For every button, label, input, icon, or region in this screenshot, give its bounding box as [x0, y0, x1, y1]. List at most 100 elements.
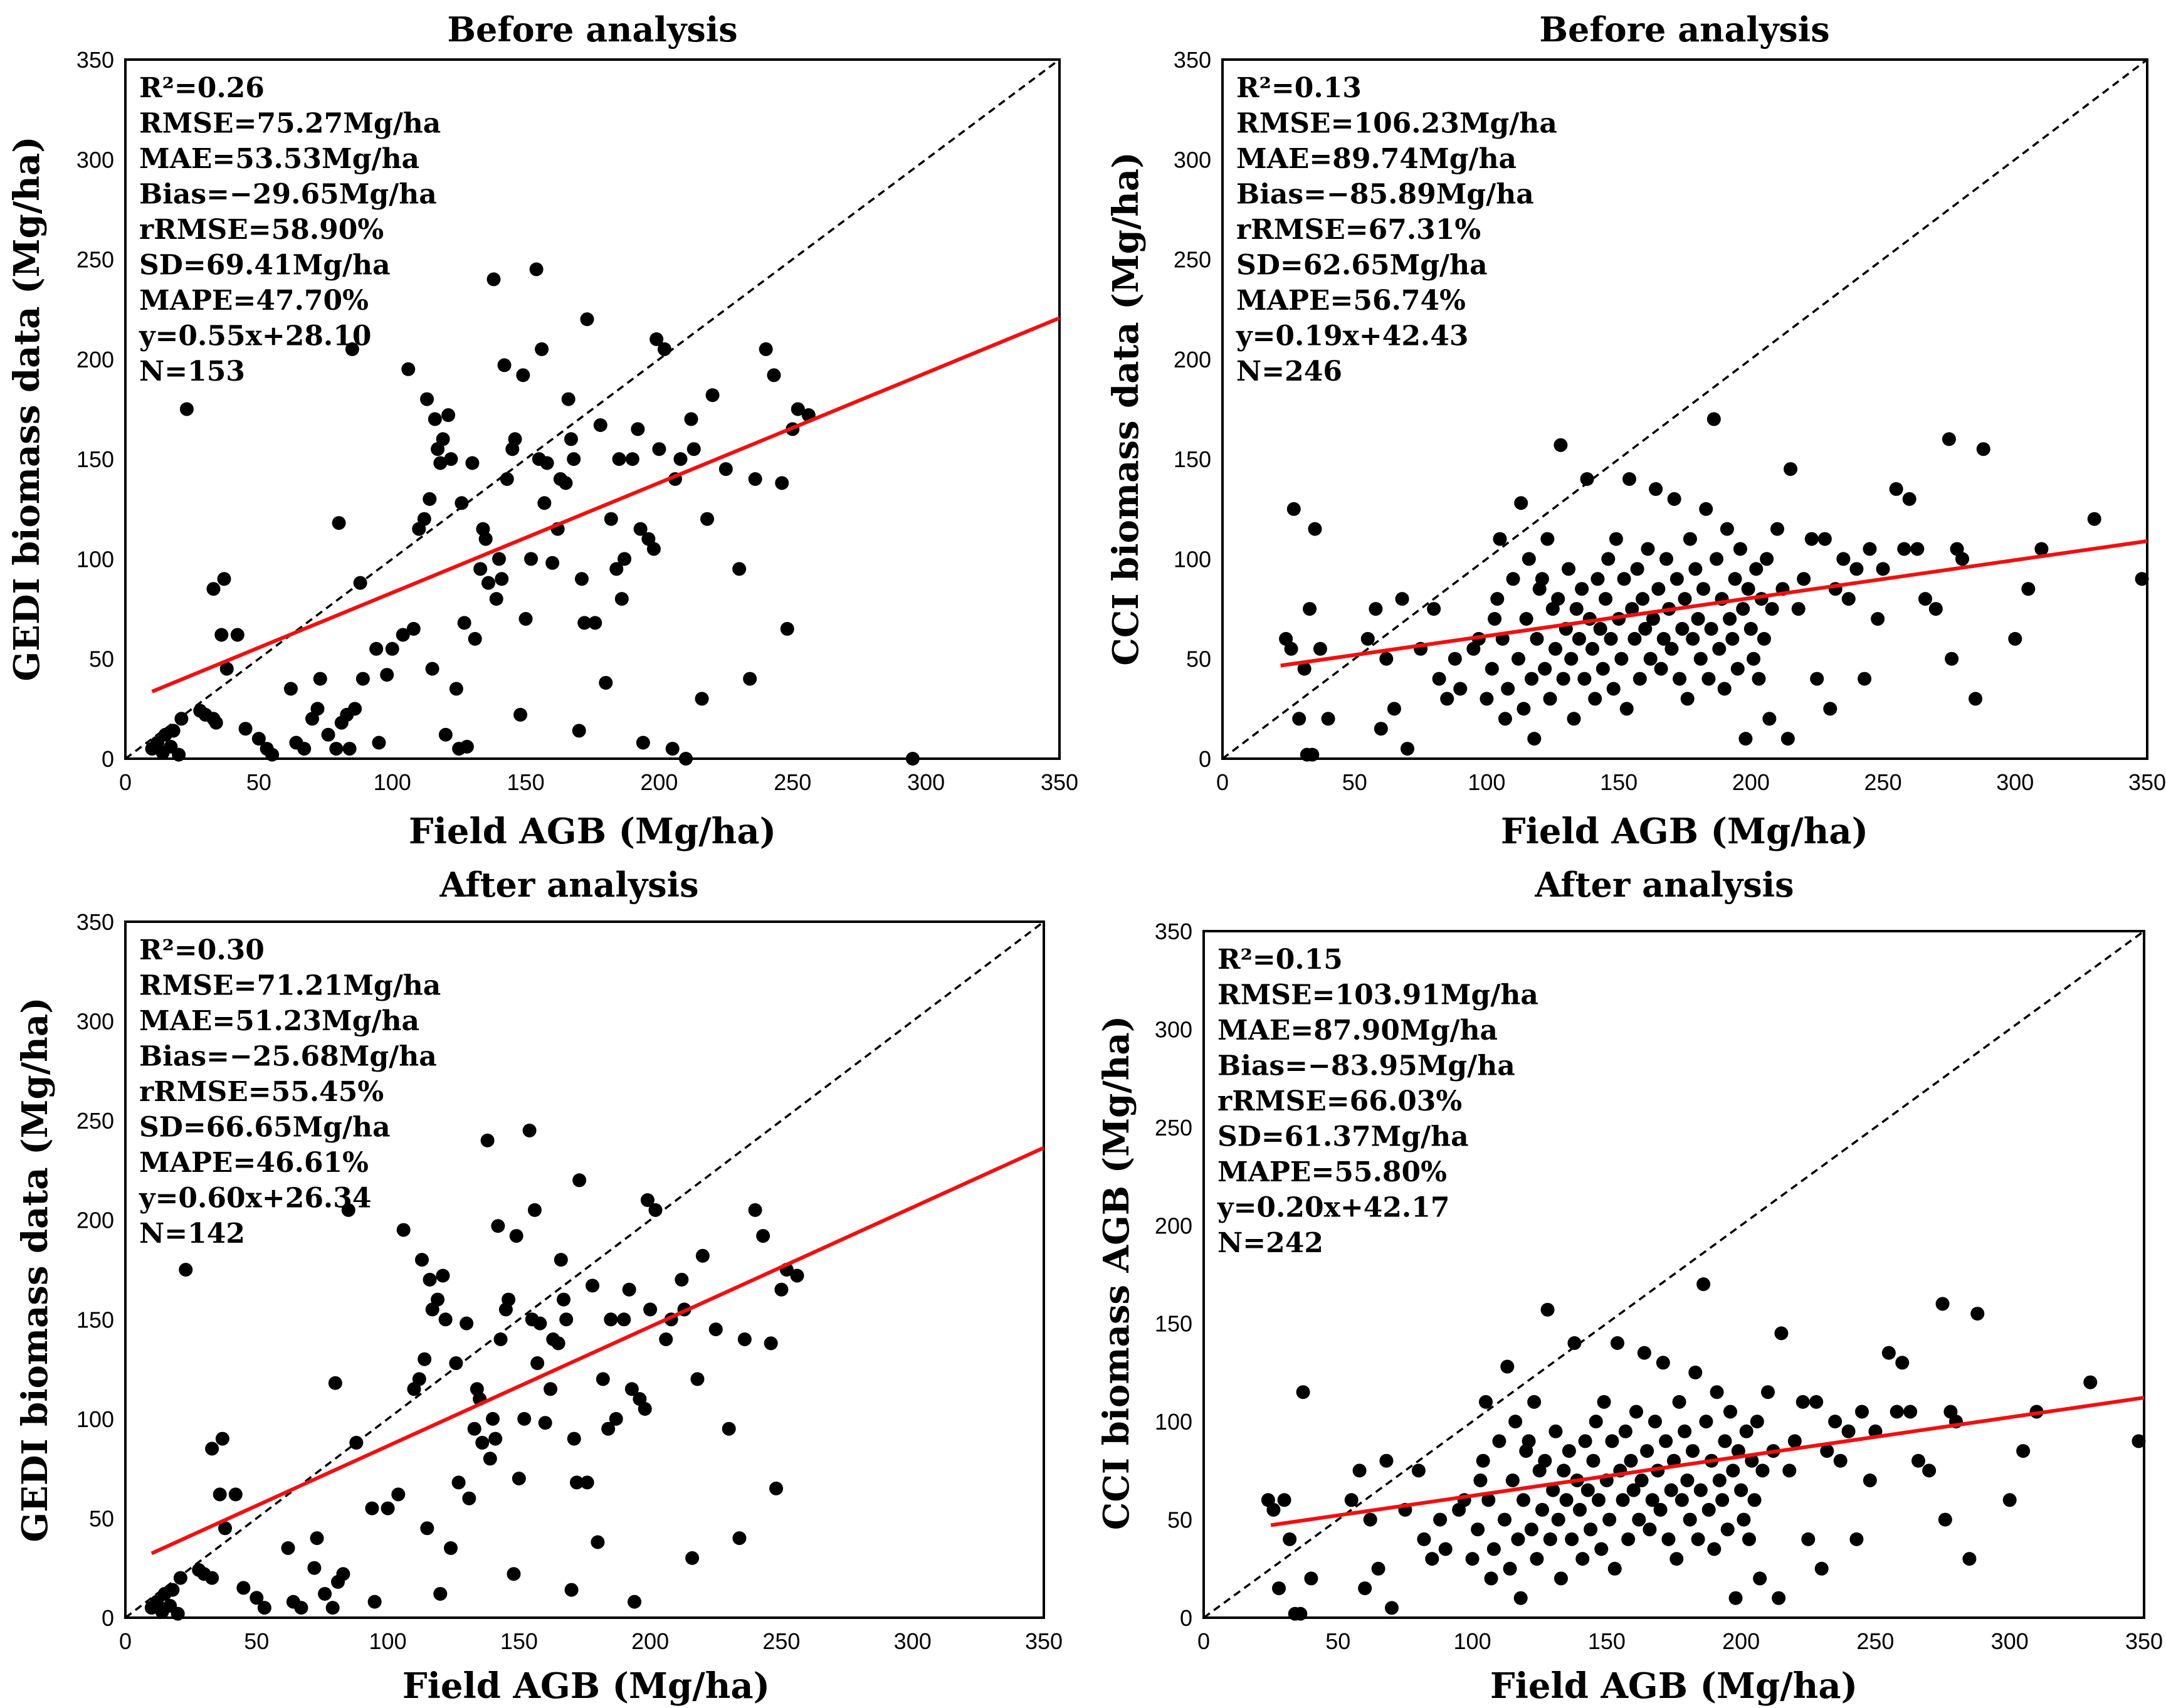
scatter-point — [1535, 572, 1549, 586]
scatter-point — [1649, 482, 1663, 496]
scatter-point — [732, 1531, 747, 1546]
scatter-point — [1718, 1434, 1732, 1448]
scatter-point — [1734, 1483, 1748, 1497]
scatter-point — [205, 1571, 219, 1585]
stat-line: MAPE=56.74% — [1236, 285, 1466, 317]
stat-line: SD=61.37Mg/ha — [1217, 1121, 1469, 1153]
stat-line: y=0.60x+26.34 — [139, 1183, 371, 1215]
scatter-points — [145, 262, 920, 766]
x-tick-label: 350 — [2125, 1628, 2163, 1654]
scatter-point — [1659, 1434, 1673, 1448]
scatter-point — [1770, 522, 1784, 536]
stat-line: SD=69.41Mg/ha — [139, 250, 391, 282]
scatter-point — [1599, 592, 1613, 606]
y-tick-label: 250 — [1155, 1115, 1192, 1141]
x-tick-label: 200 — [1732, 769, 1770, 795]
scatter-point — [481, 576, 495, 590]
scatter-point — [1607, 1561, 1622, 1576]
scatter-point — [396, 628, 410, 642]
regression-fit-line — [1270, 1396, 2145, 1527]
scatter-point — [1619, 702, 1634, 716]
scatter-point — [625, 452, 639, 467]
scatter-point — [1401, 742, 1414, 756]
scatter-point — [1672, 1394, 1686, 1409]
scatter-point — [1506, 572, 1520, 586]
stat-line: RMSE=103.91Mg/ha — [1217, 979, 1538, 1011]
scatter-points — [1279, 412, 2149, 762]
x-tick-label: 0 — [1197, 1628, 1210, 1654]
scatter-point — [1505, 1473, 1520, 1487]
scatter-point — [1863, 542, 1877, 556]
scatter-point — [577, 616, 592, 630]
scatter-point — [460, 739, 474, 754]
one-to-one-reference-line — [1202, 930, 2145, 1619]
scatter-point — [695, 1248, 710, 1263]
scatter-point — [460, 1316, 474, 1331]
scatter-point — [769, 1481, 784, 1495]
scatter-point — [1710, 1385, 1724, 1400]
scatter-point — [675, 1272, 689, 1287]
scatter-point — [468, 631, 482, 646]
x-tick-label: 250 — [774, 769, 811, 795]
x-tick-labels: 0 50 100 150 200 250 300 350 — [1197, 1628, 2163, 1654]
y-tick-label: 250 — [1174, 247, 1211, 273]
y-tick-label: 150 — [76, 446, 114, 472]
scatter-point — [214, 628, 229, 642]
scatter-point — [1371, 1561, 1385, 1576]
scatter-point — [1720, 1522, 1735, 1537]
y-tick-label: 100 — [76, 1406, 114, 1432]
scatter-point — [1757, 631, 1771, 646]
scatter-point — [1514, 496, 1528, 510]
scatter-point — [1742, 1532, 1756, 1546]
scatter-point — [418, 1352, 432, 1366]
scatter-point — [1976, 442, 1990, 456]
scatter-point — [1530, 1552, 1544, 1566]
scatter-point — [1284, 641, 1298, 656]
x-tick-labels: 0 50 100 150 200 250 300 350 — [119, 769, 1078, 795]
scatter-point — [209, 715, 223, 730]
scatter-point — [462, 1491, 476, 1505]
y-tick-label: 200 — [76, 347, 114, 372]
scatter-point — [281, 1541, 295, 1555]
scatter-point — [2034, 542, 2049, 556]
stat-line: y=0.19x+42.43 — [1236, 320, 1468, 352]
stat-line: RMSE=71.21Mg/ha — [139, 970, 441, 1002]
scatter-point — [449, 1356, 463, 1371]
scatter-point — [1791, 602, 1806, 616]
scatter-point — [355, 672, 370, 686]
scatter-point — [518, 612, 533, 626]
y-tick-labels: 0 50 100 150 200 250 300 350 — [76, 47, 114, 772]
scatter-point — [372, 735, 386, 750]
scatter-point — [1686, 1444, 1700, 1458]
scatter-point — [1750, 1415, 1764, 1429]
scatter-point — [748, 1203, 762, 1217]
scatter-point — [1481, 1493, 1496, 1507]
panel-title: After analysis — [1534, 865, 1794, 905]
scatter-point — [1277, 1493, 1291, 1507]
scatter-point — [614, 592, 629, 606]
scatter-point — [1646, 612, 1660, 626]
scatter-point — [217, 572, 231, 586]
scatter-point — [1673, 672, 1687, 686]
scatter-point — [1565, 1532, 1579, 1546]
scatter-point — [417, 512, 431, 526]
scatter-point — [495, 572, 509, 586]
x-tick-label: 200 — [640, 769, 678, 795]
scatter-point — [665, 742, 680, 756]
scatter-point — [557, 1292, 571, 1307]
scatter-point — [1554, 1571, 1568, 1586]
scatter-point — [685, 1551, 700, 1565]
scatter-point — [586, 1278, 600, 1293]
regression-fit-line — [150, 1146, 1045, 1556]
x-tick-label: 150 — [500, 1628, 538, 1654]
x-tick-label: 150 — [507, 769, 545, 795]
scatter-point — [2083, 1375, 2098, 1389]
scatter-point — [1577, 672, 1592, 686]
scatter-point — [507, 1567, 521, 1581]
scatter-point — [2008, 631, 2022, 646]
stat-line: MAPE=55.80% — [1217, 1156, 1447, 1188]
scatter-point — [438, 727, 453, 742]
scatter-point — [722, 1421, 736, 1436]
